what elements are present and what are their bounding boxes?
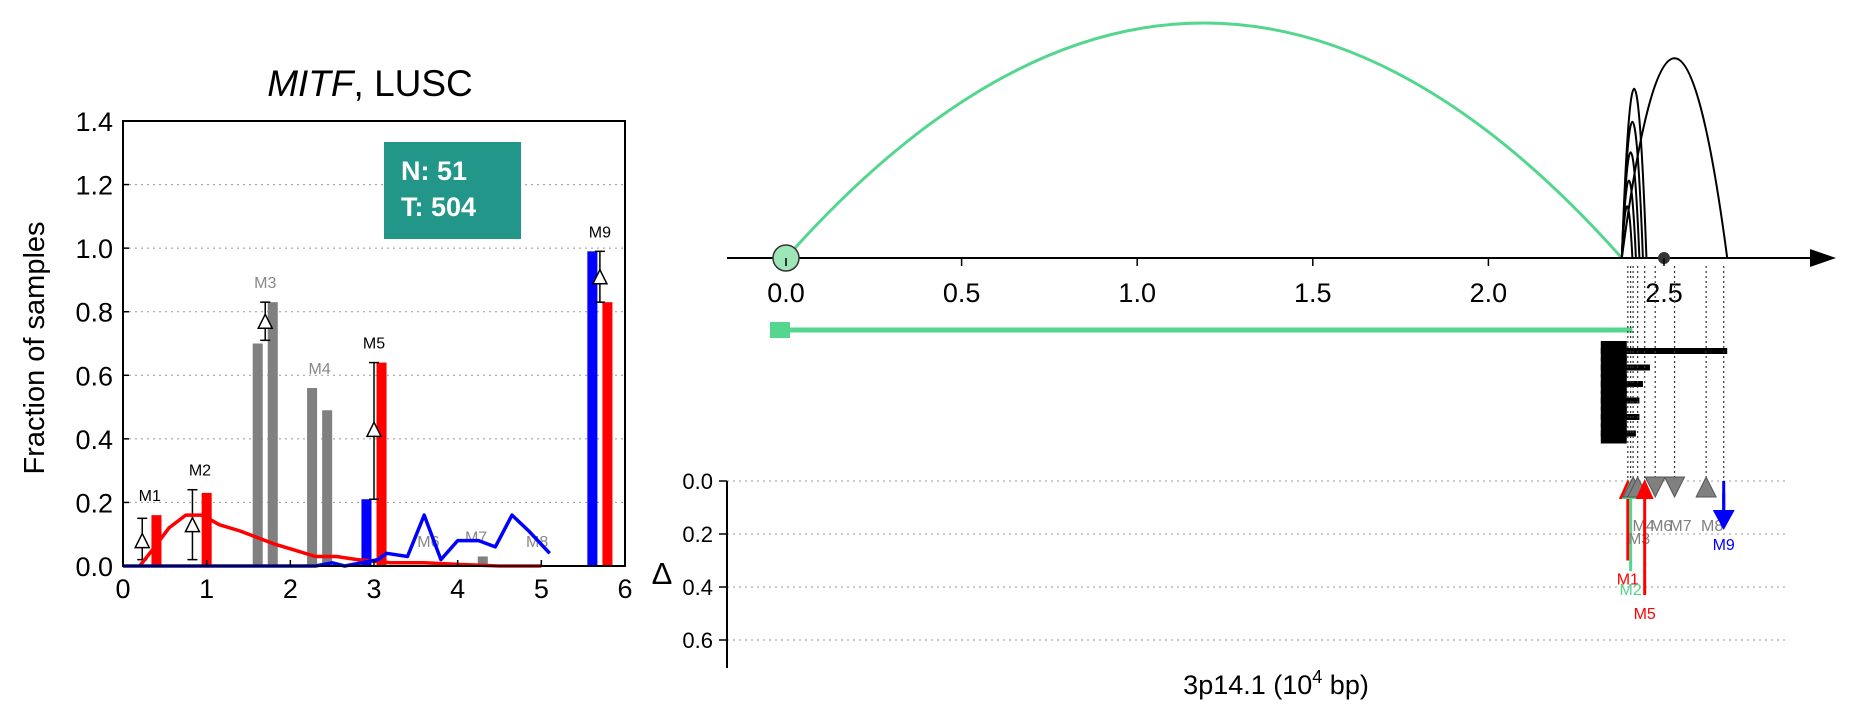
tumor-count-label: T: 504: [401, 192, 476, 222]
left-y-axis-label: Fraction of samples: [19, 221, 51, 474]
genome-x-axis-label-main: 3p14.1 (10: [1183, 670, 1312, 700]
motif-bar: [322, 410, 333, 566]
loop-arcs: [784, 21, 1729, 259]
motif-bar: [587, 251, 598, 567]
motif-marker-label: M7: [1669, 518, 1691, 535]
motif-bar: [267, 302, 278, 566]
delta-tick-label: 0.0: [682, 469, 713, 494]
motif-guide-lines: [1627, 266, 1725, 481]
delta-tick-label: 0.2: [682, 522, 713, 547]
motif-bar: [252, 343, 263, 566]
motif-label: M3: [254, 275, 276, 292]
loop-arc: [1620, 205, 1634, 259]
motif-marker-label: M1: [1617, 572, 1639, 589]
genome-tick-label: 2.5: [1645, 278, 1683, 308]
left-x-tick-label: 5: [534, 574, 549, 604]
transcript-exon: [1600, 390, 1627, 411]
left-x-tick-label: 4: [450, 574, 465, 604]
motif-bar: [477, 556, 488, 566]
delta-axis-label: Δ: [652, 556, 673, 591]
motif-bar: [201, 492, 212, 566]
left-chart-title-gene: MITF: [267, 63, 356, 104]
motif-label: M1: [139, 488, 161, 505]
genome-x-axis-label-exponent: 4: [1312, 667, 1322, 687]
delta-gridlines: [727, 480, 1785, 641]
genome-x-axis-label: 3p14.1 (104 bp): [1183, 667, 1369, 700]
delta-marker-icon: [184, 516, 201, 533]
delta-marker-icon: [134, 531, 151, 549]
delta-marker-icon: [591, 268, 609, 285]
left-y-tick-label: 0.6: [75, 361, 113, 391]
motif-label: M5: [363, 336, 385, 353]
motif-triangle-up-icon: [1695, 475, 1717, 498]
left-y-tick-label: 1.0: [75, 234, 113, 264]
normal-count-label: N: 51: [401, 156, 467, 186]
left-chart-title: MITF, LUSC: [267, 63, 473, 104]
motif-bar: [376, 362, 387, 566]
motif-label: M9: [589, 224, 611, 241]
loop-arc: [1620, 57, 1729, 259]
motif-triangle-down-icon: [1663, 476, 1686, 499]
motif-marker-label: M8: [1701, 518, 1723, 535]
left-x-tick-label: 1: [199, 574, 214, 604]
delta-marker-icon: [365, 420, 383, 438]
left-x-tick-label: 6: [617, 574, 632, 604]
red-series-line: [138, 513, 542, 568]
genome-tick-label: 2.0: [1470, 278, 1508, 308]
left-y-tick-label: 1.2: [75, 171, 113, 201]
motif-bar: [602, 302, 613, 566]
delta-tick-label: 0.4: [682, 575, 713, 600]
motif-bar: [307, 388, 318, 566]
left-axis-ticks: 0.0 0.2 0.4 0.6 0.8 1.0 1.2 1.4 0 1 2 3 4 5 6: [75, 107, 632, 604]
transcript-exon: [1600, 407, 1627, 427]
delta-axis-ticks: 0.0 0.2 0.4 0.6: [682, 469, 727, 653]
motif-marker-label: M2: [1620, 582, 1642, 599]
left-x-tick-label: 3: [366, 574, 381, 604]
motif-arrow-up-icon: [1635, 479, 1654, 499]
transcript-exon: [1600, 341, 1627, 361]
transcript-exon: [1600, 357, 1627, 378]
motif-triangle-down-icon: [1644, 476, 1667, 499]
motif-marker-label: M5: [1634, 606, 1656, 623]
delta-marker-icon: [257, 312, 274, 329]
left-y-tick-label: 0.2: [75, 488, 113, 518]
delta-tick-label: 0.6: [682, 628, 713, 653]
transcript-exon: [769, 322, 790, 338]
genome-tick-label: 1.0: [1118, 278, 1156, 308]
motif-marker-label: M6: [1650, 518, 1672, 535]
motif-bar: [151, 515, 162, 566]
left-chart: MITF, LUSC Fraction of samples M1 M2 M3 M4 M…: [19, 63, 633, 604]
genome-tick-label: 0.0: [767, 278, 805, 308]
blue-series-line: [123, 513, 551, 568]
motif-label: M2: [189, 463, 211, 480]
motif-label: M4: [308, 361, 330, 378]
transcript-exon: [1600, 374, 1627, 394]
left-y-tick-label: 1.4: [75, 107, 113, 137]
loop-arc: [784, 21, 1623, 259]
motif-arrow-down-icon: [1712, 510, 1735, 531]
genome-tick-label: 0.5: [943, 278, 981, 308]
genome-axis-arrow-icon: [1810, 249, 1836, 267]
left-x-tick-label: 2: [283, 574, 298, 604]
left-chart-title-rest: , LUSC: [354, 63, 473, 104]
right-chart: 0.0 0.5 1.0 1.5 2.0 2.5 0.00.20.40.6 Δ M1M2M3…: [652, 21, 1836, 700]
genome-axis-ticks: 0.0 0.5 1.0 1.5 2.0 2.5: [767, 258, 1683, 308]
left-y-tick-label: 0.0: [75, 552, 113, 582]
sample-count-box: N: 51 T: 504: [384, 142, 521, 239]
left-x-tick-label: 0: [115, 574, 130, 604]
left-y-tick-label: 0.4: [75, 425, 113, 455]
transcripts: [769, 322, 1728, 444]
genome-x-axis-label-unit: bp): [1322, 670, 1369, 700]
transcript-exon: [1600, 423, 1627, 444]
left-y-tick-label: 0.8: [75, 298, 113, 328]
sample-count-box-bg: [384, 142, 521, 239]
motif-marker-label: M9: [1713, 537, 1735, 554]
motif-bar: [361, 499, 372, 566]
genome-tick-label: 1.5: [1294, 278, 1332, 308]
